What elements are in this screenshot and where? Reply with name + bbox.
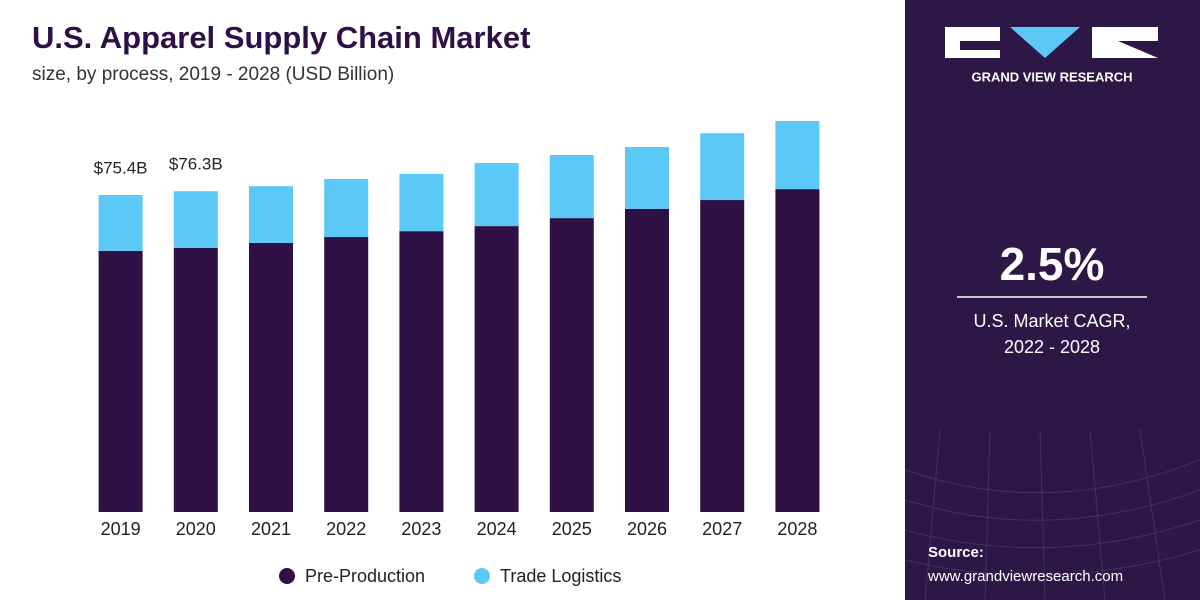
bar-segment — [625, 208, 669, 513]
chart-background — [0, 0, 905, 600]
bar-segment — [399, 231, 444, 512]
legend-label: Pre-Production — [305, 566, 425, 586]
bar-segment — [474, 163, 519, 227]
bar-segment — [249, 242, 293, 512]
data-label: $76.3B — [169, 155, 223, 174]
chart-subtitle: size, by process, 2019 - 2028 (USD Billi… — [32, 64, 394, 85]
bar-segment — [700, 133, 745, 201]
x-tick-label: 2021 — [251, 519, 291, 539]
source: www.grandviewresearch.com — [927, 568, 1123, 585]
x-tick-label: 2022 — [326, 519, 366, 539]
bar-segment — [474, 226, 519, 512]
bar-segment — [324, 237, 369, 513]
bar-segment — [98, 250, 143, 512]
bar-segment — [775, 189, 820, 512]
cagr-label: 2022 - 2028 — [1004, 337, 1100, 357]
bar-segment — [249, 186, 293, 243]
x-tick-label: 2023 — [401, 519, 441, 539]
bar-segment — [173, 191, 218, 248]
x-tick-label: 2027 — [702, 519, 742, 539]
legend-label: Trade Logistics — [500, 566, 621, 586]
brand: GRAND VIEW RESEARCH — [971, 69, 1132, 84]
x-tick-label: 2020 — [176, 519, 216, 539]
legend-swatch — [279, 568, 295, 584]
x-tick-label: 2019 — [101, 519, 141, 539]
x-tick-label: 2026 — [627, 519, 667, 539]
side-panel — [905, 0, 1200, 600]
panel-grid — [904, 429, 1200, 600]
bar-segment — [399, 173, 444, 232]
logo — [945, 27, 1158, 58]
bar-segment — [549, 218, 594, 512]
bar-segment — [775, 121, 820, 190]
bar-segment — [324, 179, 369, 238]
x-tick-label: 2024 — [477, 519, 517, 539]
chart-title: U.S. Apparel Supply Chain Market — [32, 20, 530, 55]
cagr-value: 2.5% — [1000, 238, 1105, 290]
data-label: $75.4B — [94, 158, 148, 177]
bar-segment — [625, 147, 669, 209]
bar-segment — [173, 247, 218, 512]
x-tick-label: 2028 — [777, 519, 817, 539]
bar-segment — [700, 200, 745, 512]
cagr-label: U.S. Market CAGR, — [973, 311, 1130, 331]
legend-swatch — [474, 568, 490, 584]
source-label: Source: — [928, 544, 984, 561]
x-tick-label: 2025 — [552, 519, 592, 539]
bar-segment — [549, 155, 594, 219]
bar-segment — [98, 194, 143, 251]
